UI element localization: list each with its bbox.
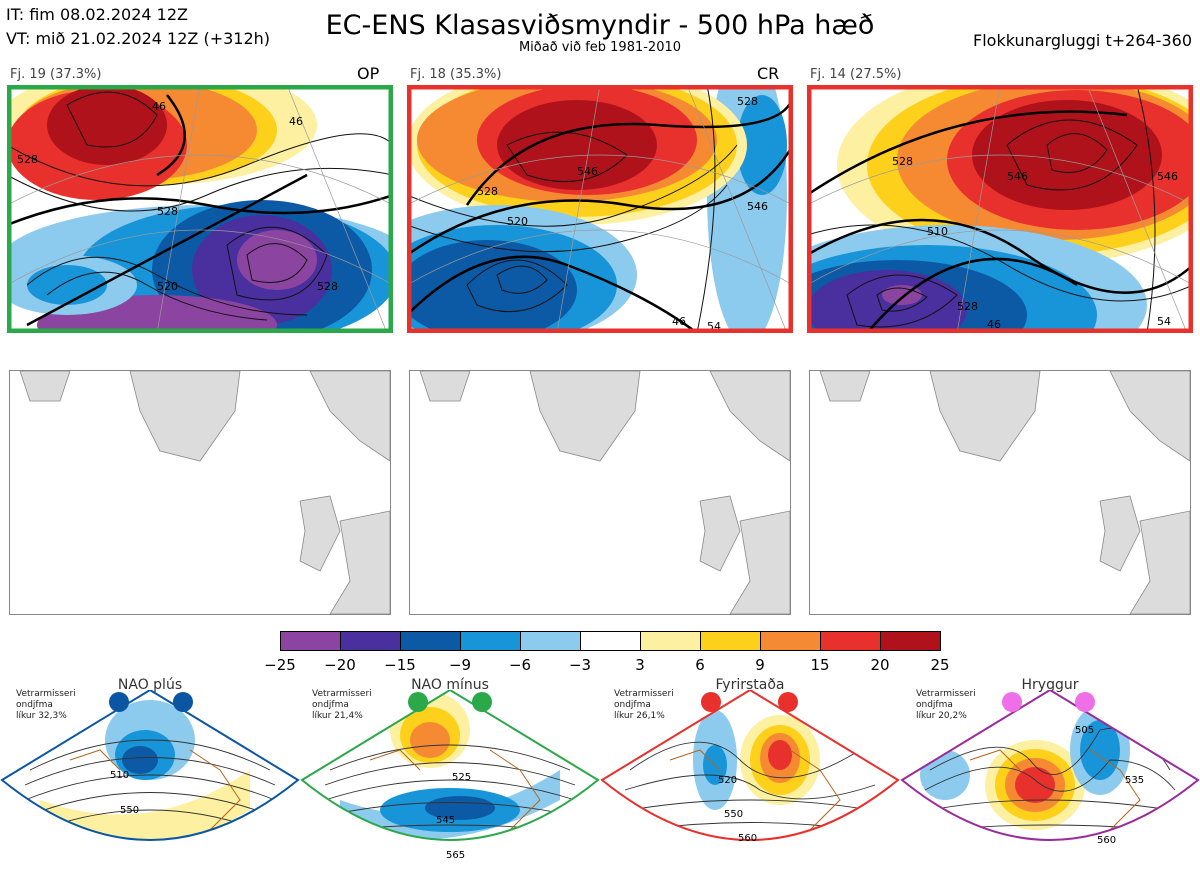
regime-blocking-note: Vetrarmisseri ondjfma líkur 26,1%	[614, 689, 674, 721]
colorbar-tick-label: 9	[755, 656, 765, 674]
cluster-2-tag: CR	[757, 64, 780, 83]
empty-map-1	[9, 370, 391, 615]
regime-nao-minus-title: NAO mínus	[411, 677, 489, 693]
contour-label: 546	[1007, 170, 1028, 183]
regime-nao-minus-marker	[408, 692, 428, 712]
colorbar-tick-label: −15	[384, 656, 416, 674]
valid-time: VT: mið 21.02.2024 12Z (+312h)	[6, 29, 271, 48]
colorbar-segment	[700, 631, 761, 651]
regime-ridge-note: Vetrarmisseri ondjfma líkur 20,2%	[916, 689, 976, 721]
regime-blocking-marker	[778, 692, 798, 712]
colorbar-tick-label: 3	[635, 656, 645, 674]
colorbar-tick-label: −6	[508, 656, 532, 674]
contour-label: 46	[152, 100, 166, 113]
colorbar-tick-label: 15	[810, 656, 830, 674]
regime-nao-plus-note: Vetrarmisseri ondjfma líkur 32,3%	[16, 689, 76, 721]
colorbar-tick-label: 20	[870, 656, 890, 674]
cluster-1-tag: OP	[357, 64, 380, 83]
regime-nao-plus-title: NAO plús	[117, 677, 183, 693]
colorbar-segment	[760, 631, 821, 651]
page-subtitle: Miðað við feb 1981-2010	[518, 40, 682, 55]
regime-ridge-marker	[1002, 692, 1022, 712]
contour-label: 520	[157, 280, 178, 293]
contour-label: 546	[747, 200, 768, 213]
contour-label: 520	[718, 775, 737, 786]
contour-label: 46	[672, 315, 686, 328]
contour-label: 528	[892, 155, 913, 168]
colorbar-segment	[280, 631, 341, 651]
contour-label: 528	[737, 95, 758, 108]
contour-label: 46	[987, 318, 1001, 331]
colorbar-segment	[820, 631, 881, 651]
regime-ridge-title: Hryggur	[1021, 677, 1079, 693]
contour-label: 510	[110, 770, 129, 781]
colorbar-tick-label: 25	[930, 656, 950, 674]
contour-label: 550	[724, 809, 743, 820]
empty-map-3	[809, 370, 1191, 615]
contour-label: 560	[1097, 835, 1116, 846]
contour-label: 528	[17, 153, 38, 166]
colorbar-segment	[340, 631, 401, 651]
contour-label: 565	[446, 850, 465, 861]
cluster-1-map: 46 528 528 520 528 46	[7, 85, 393, 333]
empty-map-2	[409, 370, 791, 615]
regime-nao-plus-marker	[109, 692, 129, 712]
page-title: EC-ENS Klasasviðsmyndir - 500 hPa hæð	[325, 10, 875, 41]
contour-label: 54	[1157, 315, 1171, 328]
colorbar-tick-label: −9	[448, 656, 472, 674]
regime-blocking-title: Fyrirstaða	[715, 677, 785, 693]
cluster-3-map: 528 546 546 510 528 46 54	[807, 85, 1193, 333]
contour-label: 560	[738, 833, 757, 844]
cluster-1-label: Fj. 19 (37.3%)	[10, 67, 102, 82]
colorbar-segment	[580, 631, 641, 651]
regime-nao-minus-note: Vetrarmisseri ondjfma líkur 21,4%	[312, 689, 372, 721]
contour-label: 546	[577, 165, 598, 178]
contour-label: 535	[1125, 775, 1144, 786]
contour-label: 528	[317, 280, 338, 293]
regime-maps: 510 550 525 545 565	[0, 690, 1200, 861]
regime-blocking-marker	[701, 692, 721, 712]
colorbar-segment	[400, 631, 461, 651]
colorbar-tick-label: −25	[264, 656, 296, 674]
regime-ridge-marker	[1075, 692, 1095, 712]
colorbar-tick-label: 6	[695, 656, 705, 674]
contour-label: 525	[452, 772, 471, 783]
colorbar-tick-label: −3	[568, 656, 592, 674]
contour-label: 546	[1157, 170, 1178, 183]
cluster-2-map: 528 520 546 528 546 46 54	[407, 85, 793, 333]
contour-label: 46	[289, 115, 303, 128]
contour-label: 545	[436, 815, 455, 826]
colorbar-segment	[520, 631, 581, 651]
colorbar-segment	[880, 631, 941, 651]
contour-label: 520	[507, 215, 528, 228]
contour-label: 510	[927, 225, 948, 238]
colorbar-tick-label: −20	[324, 656, 356, 674]
initial-time: IT: fim 08.02.2024 12Z	[6, 5, 188, 24]
contour-label: 528	[477, 185, 498, 198]
colorbar-segment	[640, 631, 701, 651]
colorbar-segment	[460, 631, 521, 651]
regime-nao-minus-marker	[472, 692, 492, 712]
contour-label: 550	[120, 805, 139, 816]
classification-window: Flokkunargluggi t+264-360	[973, 31, 1192, 50]
contour-label: 528	[957, 300, 978, 313]
cluster-3-label: Fj. 14 (27.5%)	[810, 67, 902, 82]
contour-label: 505	[1075, 725, 1094, 736]
contour-label: 528	[157, 205, 178, 218]
cluster-2-label: Fj. 18 (35.3%)	[410, 67, 502, 82]
regime-nao-plus-marker	[173, 692, 193, 712]
